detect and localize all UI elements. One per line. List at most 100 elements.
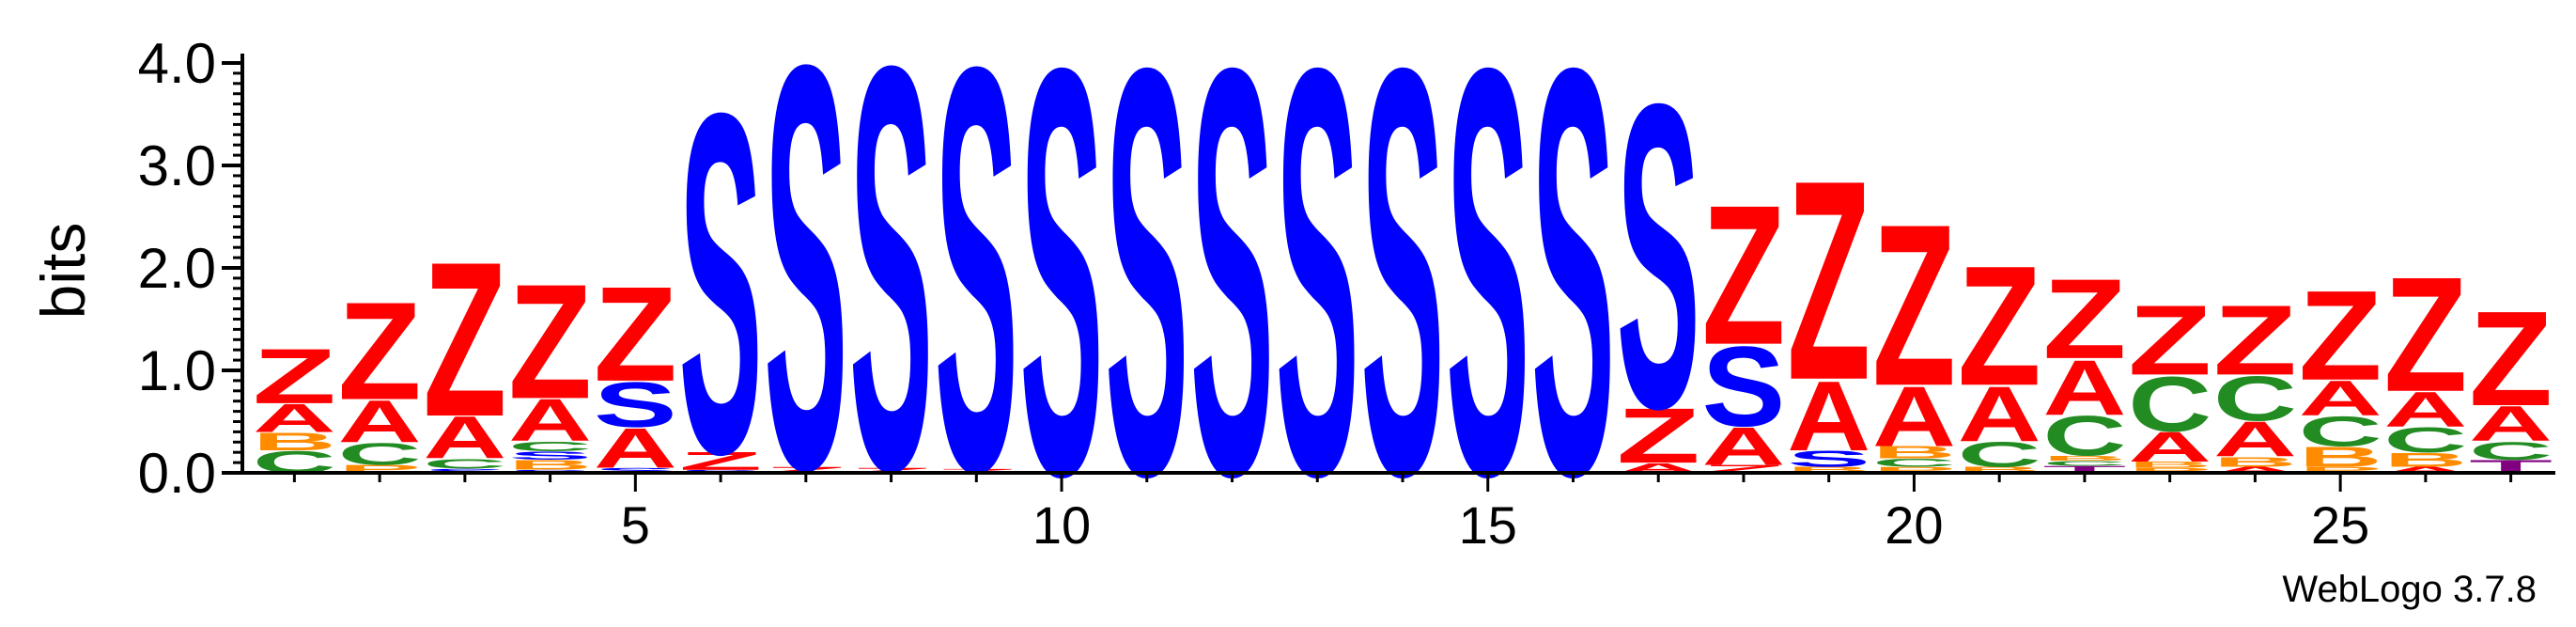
- glyph-A: A: [1958, 371, 2041, 459]
- logo-column-10: S: [1020, 0, 1104, 596]
- axis-layer: 0.0 1.0 2.0 3.0 4.0 5 10 15 20 25: [138, 32, 2555, 555]
- glyph-S: S: [1020, 0, 1104, 596]
- glyph-Z: Z: [679, 447, 763, 475]
- glyph-A: A: [338, 388, 422, 455]
- x-tick-label: 5: [621, 495, 650, 555]
- glyph-B: B: [2042, 454, 2126, 462]
- glyph-S: S: [1190, 0, 1274, 596]
- glyph-B: B: [2128, 460, 2211, 469]
- glyph-T: T: [2042, 463, 2126, 475]
- glyph-A: A: [253, 396, 336, 440]
- glyph-S: S: [423, 468, 506, 475]
- glyph-S: S: [1617, 14, 1700, 499]
- logo-column-9: ZS: [935, 0, 1018, 592]
- logo-column-15: S: [1446, 0, 1529, 596]
- glyph-Z: Z: [849, 466, 933, 474]
- glyph-C: C: [423, 456, 506, 472]
- glyph-A: A: [2213, 465, 2297, 475]
- glyph-S: S: [1276, 0, 1359, 596]
- x-tick-label: 25: [2311, 495, 2369, 555]
- x-tick-label: 15: [1459, 495, 1517, 555]
- x-tick-label: 10: [1032, 495, 1091, 555]
- glyph-Z: Z: [1958, 230, 2041, 421]
- glyph-S: S: [935, 0, 1018, 592]
- glyph-Z: Z: [2469, 283, 2553, 434]
- logo-column-4: SBSCAZ: [508, 251, 592, 474]
- glyph-A: A: [1872, 368, 1956, 464]
- logo-column-16: S: [1531, 0, 1615, 596]
- glyph-A: A: [2383, 382, 2467, 437]
- glyph-B: B: [1958, 465, 2041, 475]
- glyph-C: C: [1958, 435, 2041, 475]
- glyph-C: C: [338, 436, 422, 471]
- glyph-A: A: [2042, 344, 2126, 431]
- glyph-A: A: [2128, 423, 2211, 471]
- y-tick-label: 1.0: [138, 339, 216, 402]
- glyph-Z: Z: [764, 465, 847, 475]
- glyph-Z: Z: [1617, 393, 1700, 480]
- glyph-A: A: [1702, 416, 1786, 477]
- glyph-P: P: [2128, 466, 2211, 474]
- glyph-S: S: [1787, 447, 1870, 472]
- glyph-B: B: [1787, 465, 1870, 475]
- glyph-Z: Z: [1872, 176, 1956, 434]
- glyph-B: B: [1872, 443, 1956, 462]
- glyph-layer: CBAZPCAZSCAZSBSCAZSASZSZSZSZSZSSSSSSSSAZ…: [253, 0, 2553, 596]
- glyph-Z: Z: [2299, 263, 2382, 407]
- glyph-C: C: [2383, 421, 2467, 461]
- glyph-S: S: [1702, 323, 1786, 450]
- glyph-C: C: [2299, 408, 2382, 456]
- y-tick-label: 0.0: [138, 442, 216, 505]
- glyph-S: S: [508, 449, 592, 462]
- glyph-Z: Z: [1702, 163, 1786, 386]
- glyph-S: S: [1446, 0, 1529, 596]
- glyph-S: S: [594, 466, 677, 474]
- glyph-C: C: [2042, 460, 2126, 467]
- logo-column-12: S: [1190, 0, 1274, 596]
- logo-column-14: S: [1361, 0, 1445, 596]
- logo-column-6: SZS: [679, 12, 763, 554]
- glyph-C: C: [2469, 436, 2553, 465]
- glyph-Z: Z: [423, 216, 506, 462]
- glyph-A: A: [423, 404, 506, 471]
- logo-column-7: ZS: [764, 0, 847, 590]
- glyph-B: B: [2213, 454, 2297, 470]
- glyph-Z: Z: [2383, 244, 2467, 427]
- glyph-B: B: [253, 427, 336, 456]
- glyph-S: S: [1531, 0, 1615, 596]
- glyph-S: S: [679, 12, 763, 554]
- glyph-B: B: [2383, 448, 2467, 471]
- glyph-A: A: [2469, 397, 2553, 452]
- glyph-Z: Z: [1787, 122, 1870, 440]
- glyph-A: A: [594, 416, 677, 480]
- glyph-S: S: [764, 0, 847, 590]
- glyph-S: S: [1361, 0, 1445, 596]
- glyph-Z: Z: [338, 274, 422, 430]
- glyph-C: C: [508, 438, 592, 454]
- glyph-Z: Z: [508, 251, 592, 433]
- y-axis-label: bits: [28, 223, 98, 320]
- glyph-A: A: [2213, 412, 2297, 467]
- glyph-Z: Z: [253, 333, 336, 420]
- glyph-C: C: [2128, 361, 2211, 448]
- glyph-C: C: [1872, 457, 1956, 470]
- glyph-S: S: [1105, 0, 1188, 596]
- glyph-C: C: [2042, 404, 2126, 468]
- y-tick-label: 3.0: [138, 134, 216, 197]
- weblogo-credit: WebLogo 3.7.8: [2282, 569, 2537, 610]
- glyph-A: A: [508, 386, 592, 453]
